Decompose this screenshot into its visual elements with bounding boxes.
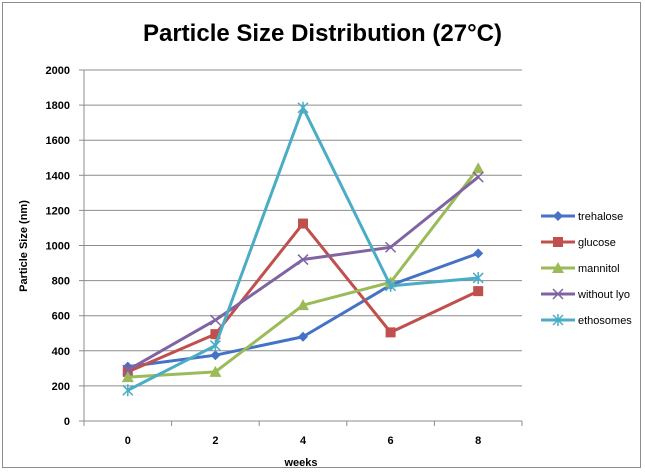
data-point	[385, 241, 397, 253]
data-point	[122, 364, 134, 376]
y-tick-label: 1000	[46, 241, 70, 253]
x-axis-ticks: 0 2 4 6 8	[83, 421, 523, 447]
y-tick-label: 200	[52, 381, 70, 393]
y-tick-label: 600	[52, 311, 70, 323]
y-tick-label: 1200	[46, 205, 70, 217]
legend-marker	[552, 288, 564, 300]
data-point	[297, 254, 309, 266]
legend-label: without lyo	[577, 289, 630, 301]
data-point	[121, 371, 134, 383]
legend-entry: without lyo	[541, 288, 630, 301]
y-tick-label: 2000	[46, 65, 70, 77]
data-point	[298, 331, 308, 342]
data-point	[298, 218, 308, 229]
legend-marker	[553, 211, 563, 221]
x-tick-label: 0	[125, 435, 131, 447]
legend: trehalose glucose mannitol without lyo ethos…	[541, 211, 632, 327]
data-point	[385, 327, 396, 338]
data-point	[297, 299, 309, 311]
series-glucose	[122, 218, 484, 377]
data-point	[297, 101, 309, 114]
chart-title: Particle Size Distribution (27°C)	[142, 20, 502, 47]
x-tick-label: 4	[300, 435, 307, 447]
data-point	[473, 286, 484, 297]
legend-entry: ethosomes	[541, 314, 632, 327]
chart-frame	[2, 2, 641, 468]
legend-label: trehalose	[578, 211, 623, 223]
y-tick-label: 800	[52, 276, 70, 288]
legend-label: ethosomes	[578, 315, 632, 327]
y-tick-label: 1600	[46, 135, 70, 147]
series-group	[121, 101, 485, 397]
legend-entry: glucose	[541, 237, 616, 249]
y-tick-label: 1800	[46, 100, 70, 112]
legend-marker	[553, 237, 563, 247]
data-point	[472, 171, 484, 183]
data-point	[472, 162, 485, 174]
x-axis-label: weeks	[283, 457, 317, 469]
series-ethosomes	[122, 101, 484, 397]
y-axis-label: Particle Size (nm)	[18, 200, 30, 292]
y-tick-label: 400	[52, 346, 70, 358]
data-point	[472, 271, 484, 284]
data-point	[473, 248, 484, 259]
x-tick-label: 6	[388, 435, 394, 447]
data-point	[210, 329, 221, 340]
legend-marker	[552, 314, 564, 326]
legend-entry: trehalose	[541, 211, 623, 223]
legend-entry: mannitol	[541, 262, 620, 275]
y-axis-ticks: 0 200 400 600 800 1000 1200 1400 1600 1800 2000	[46, 65, 84, 428]
y-tick-label: 1400	[46, 170, 70, 182]
x-tick-label: 8	[475, 435, 481, 447]
legend-label: glucose	[578, 237, 616, 249]
data-point	[210, 350, 221, 361]
data-point	[209, 339, 221, 352]
data-point	[385, 279, 397, 292]
x-tick-label: 2	[212, 435, 218, 447]
y-tick-label: 0	[64, 416, 70, 428]
data-point	[122, 384, 134, 397]
legend-marker	[552, 262, 564, 273]
data-point	[209, 314, 221, 326]
legend-label: mannitol	[578, 263, 620, 275]
series-without-lyo	[122, 171, 484, 376]
data-point	[209, 365, 222, 377]
